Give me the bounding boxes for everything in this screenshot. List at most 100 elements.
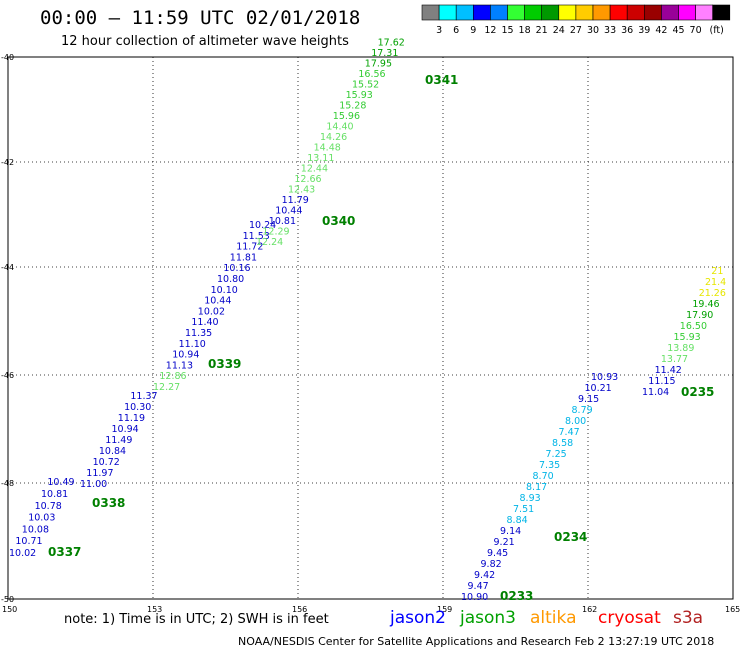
wave-height-value: 9.14 — [500, 526, 521, 537]
latitude-tick-label: -46 — [1, 371, 14, 380]
wave-height-value: 10.24 — [249, 220, 276, 231]
map-title: 00:00 – 11:59 UTC 02/01/2018 — [40, 7, 361, 29]
color-scale-label: (ft) — [710, 25, 724, 36]
wave-height-value: 9.45 — [487, 548, 508, 559]
wave-height-value: 10.94 — [172, 350, 199, 361]
wave-height-value: 19.46 — [692, 299, 719, 310]
wave-height-value: 11.53 — [243, 231, 270, 242]
wave-height-value: 11.40 — [191, 317, 218, 328]
color-scale-label: 21 — [536, 25, 548, 36]
units-note: note: 1) Time is in UTC; 2) SWH is in fe… — [64, 612, 329, 627]
wave-height-value: 10.84 — [99, 446, 126, 457]
wave-height-value: 21 — [711, 266, 723, 277]
latitude-tick-label: -42 — [1, 158, 14, 167]
longitude-tick-label: 165 — [725, 605, 740, 614]
wave-height-value: 10.94 — [112, 424, 139, 435]
wave-height-value: 10.10 — [211, 285, 238, 296]
pass-time-label: 0341 — [425, 73, 458, 87]
wave-height-value: 9.82 — [481, 559, 502, 570]
wave-height-value: 15.52 — [352, 80, 379, 91]
wave-height-value: 10.71 — [15, 536, 42, 547]
color-scale-label: 12 — [484, 25, 496, 36]
pass-time-label: 0340 — [322, 214, 355, 228]
longitude-tick-label: 162 — [582, 605, 597, 614]
wave-height-value: 12.66 — [294, 174, 321, 185]
wave-height-value: 12.43 — [288, 185, 315, 196]
wave-height-value: 10.49 — [47, 477, 74, 488]
wave-height-value: 13.11 — [307, 153, 334, 164]
wave-height-value: 8.17 — [526, 482, 547, 493]
wave-height-value: 10.72 — [93, 457, 120, 468]
color-scale-label: 36 — [621, 25, 633, 36]
map-subtitle: 12 hour collection of altimeter wave hei… — [61, 34, 349, 49]
wave-height-value: 11.19 — [118, 413, 145, 424]
wave-height-value: 16.50 — [680, 321, 707, 332]
color-scale-label: 6 — [453, 25, 459, 36]
color-scale-label: 15 — [501, 25, 513, 36]
color-scale-label: 39 — [638, 25, 650, 36]
color-swatch-17 — [712, 4, 731, 21]
wave-height-value: 11.49 — [105, 435, 132, 446]
wave-height-value: 10.81 — [269, 216, 296, 227]
wave-height-value: 12.86 — [159, 371, 186, 382]
wave-height-value: 7.25 — [546, 449, 567, 460]
color-scale-label: 9 — [470, 25, 476, 36]
color-scale-label: 42 — [655, 25, 667, 36]
wave-height-value: 10.02 — [198, 306, 225, 317]
color-scale-label: 24 — [553, 25, 565, 36]
latitude-tick-label: -48 — [1, 479, 14, 488]
wave-height-value: 11.00 — [80, 479, 107, 490]
longitude-tick-label: 156 — [292, 605, 307, 614]
wave-height-value: 11.15 — [648, 376, 675, 387]
wave-height-value: 10.03 — [28, 513, 55, 524]
wave-height-value: 14.48 — [314, 143, 341, 154]
pass-time-label: 0339 — [208, 357, 241, 371]
wave-height-value: 10.81 — [41, 489, 68, 500]
wave-height-value: 8.00 — [565, 416, 586, 427]
wave-height-value: 21.26 — [699, 288, 726, 299]
longitude-tick-label: 153 — [147, 605, 162, 614]
satellite-label-jason3: jason3 — [460, 608, 516, 628]
latitude-tick-label: -50 — [1, 595, 14, 604]
longitude-tick-label: 159 — [437, 605, 452, 614]
wave-height-value: 16.56 — [358, 69, 385, 80]
wave-height-value: 10.80 — [217, 274, 244, 285]
wave-height-value: 11.72 — [236, 242, 263, 253]
wave-height-value: 9.15 — [578, 394, 599, 405]
wave-height-value: 9.47 — [468, 581, 489, 592]
wave-height-value: 17.95 — [365, 59, 392, 70]
color-scale-label: 33 — [604, 25, 616, 36]
pass-time-label: 0233 — [500, 589, 533, 603]
pass-time-label: 0234 — [554, 530, 587, 544]
wave-height-value: 10.93 — [591, 372, 618, 383]
wave-height-value: 7.47 — [559, 427, 580, 438]
wave-height-value: 12.44 — [301, 164, 328, 175]
satellite-label-cryosat: cryosat — [598, 608, 661, 628]
pass-time-label: 0235 — [681, 385, 714, 399]
wave-height-color-scale: 3 6 9 12 15 18 21 24 27 30 33 36 39 42 45 70 (ft) — [421, 4, 731, 36]
wave-height-value: 15.93 — [346, 90, 373, 101]
wave-height-value: 15.28 — [339, 101, 366, 112]
wave-height-value: 9.42 — [474, 570, 495, 581]
wave-height-value: 7.35 — [539, 460, 560, 471]
pass-time-label: 0337 — [48, 545, 81, 559]
color-scale-label: 27 — [570, 25, 582, 36]
wave-height-value: 12.29 — [262, 227, 289, 238]
wave-height-value: 17.90 — [686, 310, 713, 321]
wave-height-value: 12.24 — [256, 237, 283, 248]
wave-height-value: 10.90 — [461, 592, 488, 603]
wave-height-value: 8.93 — [520, 493, 541, 504]
wave-height-value: 10.16 — [223, 263, 250, 274]
wave-height-value: 21.4 — [705, 277, 726, 288]
wave-height-value: 8.70 — [533, 471, 554, 482]
wave-height-value: 12.27 — [153, 382, 180, 393]
wave-height-value: 10.08 — [22, 524, 49, 535]
wave-height-value: 8.58 — [552, 438, 573, 449]
wave-height-value: 17.62 — [378, 38, 405, 49]
longitude-tick-label: 150 — [2, 605, 17, 614]
color-scale-label: 70 — [690, 25, 702, 36]
wave-height-value: 10.21 — [585, 383, 612, 394]
wave-height-value: 11.97 — [86, 468, 113, 479]
wave-height-value: 11.81 — [230, 252, 257, 263]
